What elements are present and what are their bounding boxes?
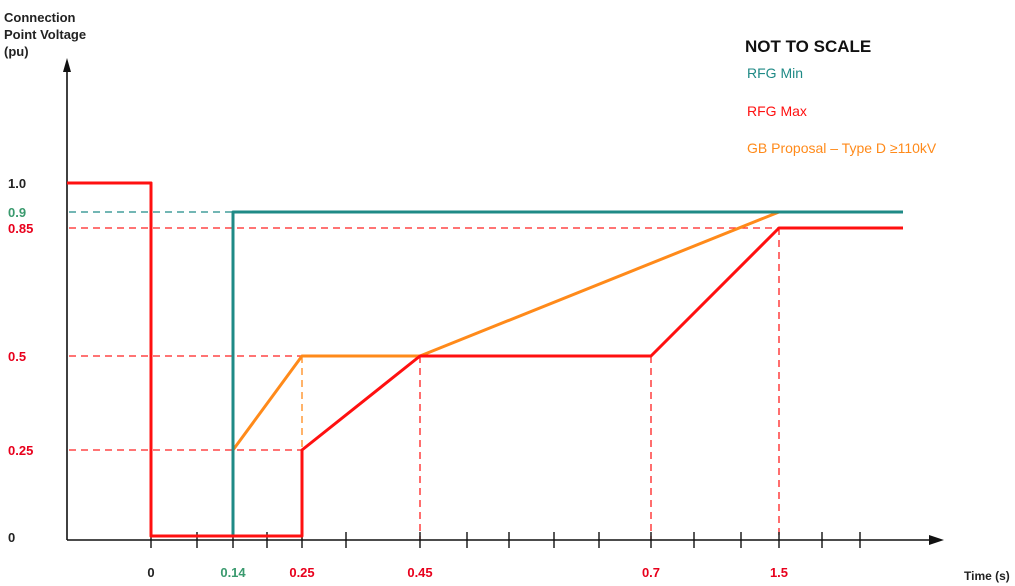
series-line-gb-proposal-type-d-110kv xyxy=(67,181,780,538)
x-ticks: 0 0.14 0.25 0.45 0.7 1.5 xyxy=(147,565,788,580)
y-axis-title-line-3: (pu) xyxy=(4,44,29,59)
y-axis-arrow xyxy=(63,58,71,72)
x-tick-label-5: 1.5 xyxy=(770,565,788,580)
legend-entry-gb-proposal-type-d-110kv: GB Proposal – Type D ≥110kV xyxy=(747,140,937,156)
axes xyxy=(63,58,944,548)
y-tick-label-3: 0.5 xyxy=(8,349,26,364)
not-to-scale-note: NOT TO SCALE xyxy=(745,37,871,56)
legend: RFG Min RFG Max GB Proposal – Type D ≥110k… xyxy=(747,65,937,156)
x-tick-label-0: 0 xyxy=(147,565,154,580)
y-tick-label-5: 0 xyxy=(8,530,15,545)
reference-lines xyxy=(69,211,780,540)
legend-entry-rfg-max: RFG Max xyxy=(747,103,807,119)
series-line-rfg-min xyxy=(231,210,903,536)
y-tick-label-2: 0.85 xyxy=(8,221,33,236)
x-tick-label-2: 0.25 xyxy=(289,565,314,580)
series-lines xyxy=(67,181,903,538)
x-axis-arrow xyxy=(929,535,944,545)
x-axis-title: Time (s) xyxy=(964,569,1010,583)
x-tick-label-1: 0.14 xyxy=(220,565,246,580)
y-tick-label-0: 1.0 xyxy=(8,176,26,191)
y-tick-label-4: 0.25 xyxy=(8,443,33,458)
legend-entry-rfg-min: RFG Min xyxy=(747,65,803,81)
x-tick-label-3: 0.45 xyxy=(407,565,432,580)
y-tick-labels: 1.0 0.90.85 0.5 0.25 0 xyxy=(8,176,33,545)
y-axis-title-line-2: Point Voltage xyxy=(4,27,86,42)
series-line-rfg-max xyxy=(67,181,903,538)
x-tick-label-4: 0.7 xyxy=(642,565,660,580)
y-axis-title-line-1: Connection xyxy=(4,10,76,25)
y-tick-label-1: 0.9 xyxy=(8,205,26,220)
y-axis-title: Connection Point Voltage (pu) xyxy=(4,10,86,59)
